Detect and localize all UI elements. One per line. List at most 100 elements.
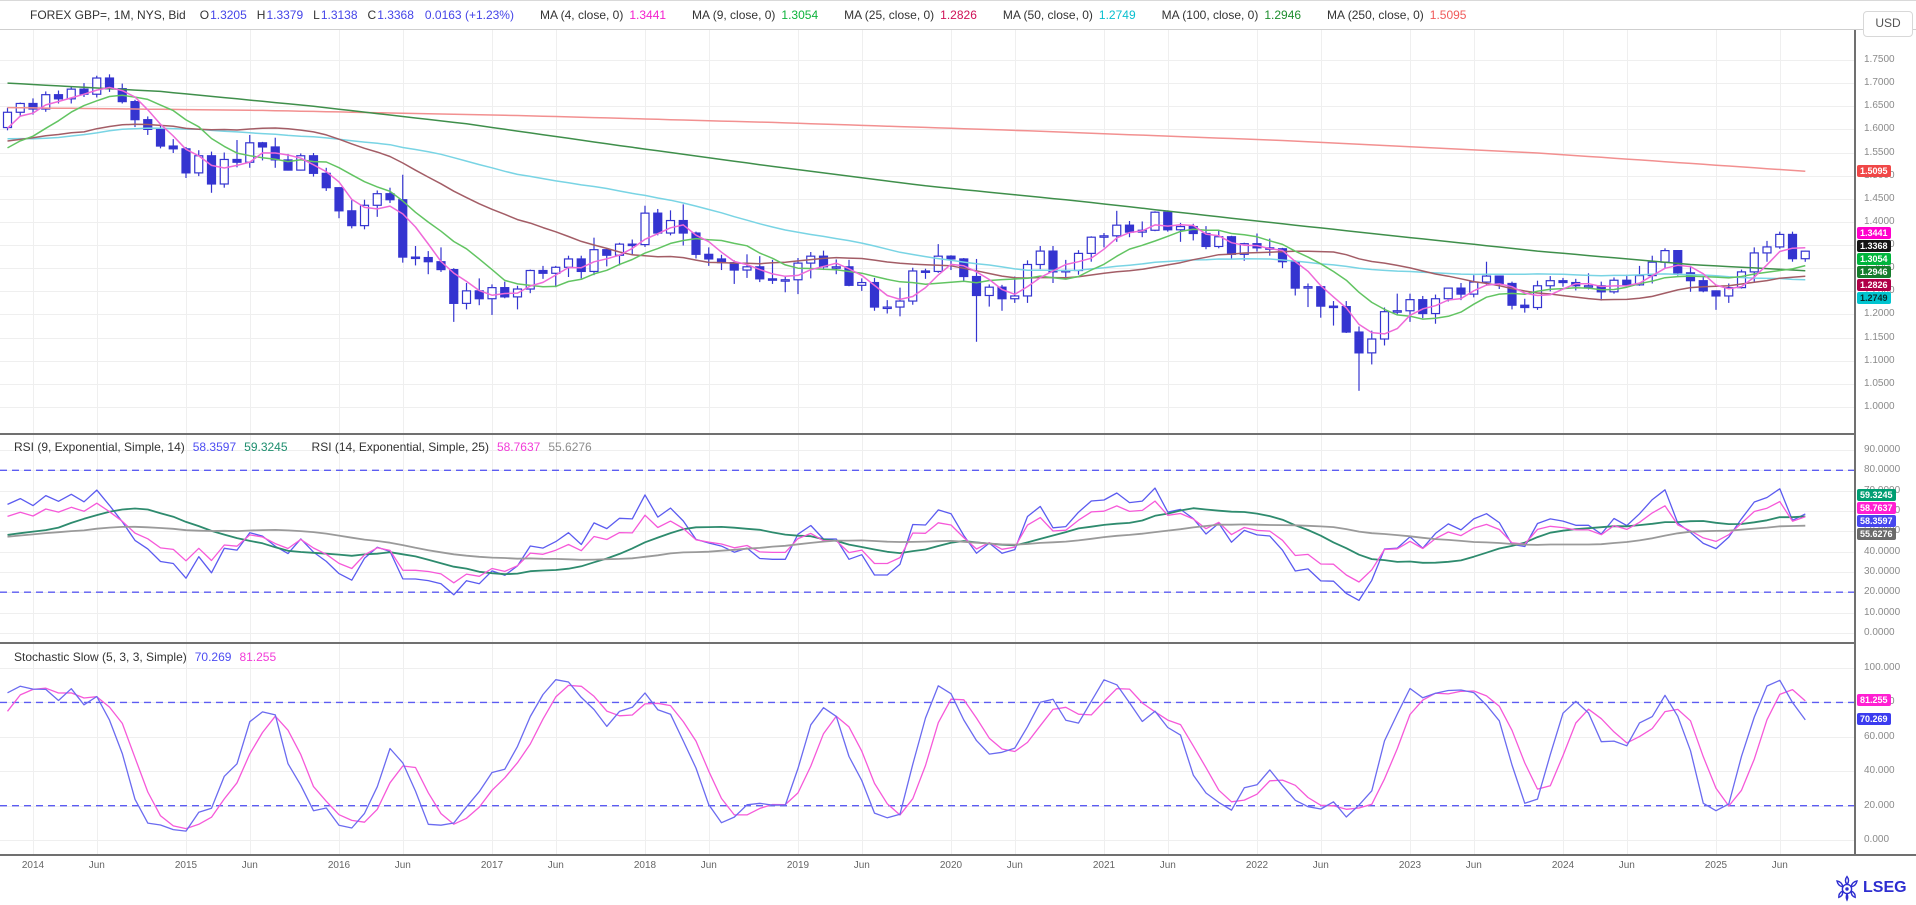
candle (1354, 331, 1364, 354)
candle (1736, 271, 1747, 289)
candle (1086, 236, 1096, 254)
time-axis-label: Jun (1771, 860, 1788, 871)
time-axis-label: 2020 (939, 860, 963, 871)
candle (678, 219, 688, 234)
rsi14-value: 58.7637 (496, 440, 541, 454)
y-axis-label: 40.0000 (1864, 545, 1901, 557)
candle (1316, 286, 1326, 307)
candle (1673, 250, 1683, 274)
time-axis[interactable]: 2014 Jun 2015 Jun 2016 Jun 2017 Jun 2018 Jun 2019 J… (0, 856, 1855, 878)
candle (1124, 224, 1135, 233)
stochastic-badge: 81.255 (1857, 694, 1891, 707)
ma-legend-item-3[interactable]: MA (50, close, 0) 1.2749 (1002, 8, 1136, 22)
candle (487, 287, 497, 300)
price-axis[interactable]: 1.75001.70001.65001.60001.55001.50001.45… (1855, 0, 1916, 855)
price-badge: 1.2946 (1857, 265, 1891, 278)
ma-legend-item-2[interactable]: MA (25, close, 0) 1.2826 (844, 8, 977, 22)
candle (1405, 299, 1415, 312)
time-axis-label: Jun (700, 860, 717, 871)
candle (1175, 225, 1186, 231)
candle (984, 286, 994, 297)
y-axis-label: 1.4500 (1864, 192, 1895, 204)
stochastic-label: Stochastic Slow (5, 3, 3, Simple) (14, 650, 187, 664)
ma-legend-item-0[interactable]: MA (4, close, 0) 1.3441 (539, 8, 667, 22)
candle (538, 269, 548, 274)
candle (1112, 224, 1122, 237)
ma-line-ma50 (7, 127, 1806, 281)
candle (997, 286, 1007, 300)
candle (1048, 250, 1058, 273)
candle (372, 193, 382, 206)
stochastic-d-value: 81.255 (239, 650, 277, 664)
candle (461, 290, 472, 304)
time-axis-label: 2024 (1551, 860, 1575, 871)
currency-button[interactable]: USD (1863, 11, 1913, 37)
candle (1099, 235, 1109, 238)
rsi14-signal-value: 55.6276 (548, 440, 592, 454)
candle (1698, 280, 1708, 292)
y-axis-label: 1.4000 (1864, 215, 1895, 227)
candle (1010, 295, 1020, 300)
ma-legend-list: MA (4, close, 0) 1.3441 MA (9, close, 0) 1.… (540, 8, 1493, 22)
ma-legend-item-1[interactable]: MA (9, close, 0) 1.3054 (692, 8, 819, 22)
candle (155, 128, 166, 147)
candle (334, 187, 344, 212)
stochastic-k-line (7, 679, 1806, 832)
candle (385, 193, 395, 201)
candle (908, 270, 918, 302)
candle (895, 300, 905, 308)
time-axis-label: Jun (853, 860, 870, 871)
candle (206, 155, 217, 185)
candle (1787, 233, 1798, 260)
ma-legend-item-5[interactable]: MA (250, close, 0) 1.5095 (1327, 8, 1467, 22)
candle (1762, 246, 1772, 254)
candle (1303, 286, 1313, 289)
quote-change: 0.0163 (+1.23%) (424, 8, 514, 22)
stochastic-legend[interactable]: Stochastic Slow (5, 3, 3, Simple) 70.269 8… (14, 650, 284, 664)
y-axis-label: 0.000 (1864, 834, 1890, 846)
candle (576, 258, 586, 273)
rsi9-signal-value: 59.3245 (244, 440, 288, 454)
rsi9-value: 58.3597 (192, 440, 237, 454)
candle (1150, 211, 1160, 231)
candle (257, 142, 268, 148)
candle (66, 88, 76, 100)
candle (423, 256, 433, 263)
chart-legend-bar: FOREX GBP=, 1M, NYS, Bid O1.3205 H1.3379 L… (0, 0, 1916, 30)
candle (1724, 287, 1734, 297)
y-axis-label: 60.000 (1864, 730, 1895, 742)
candle (831, 266, 841, 269)
rsi-badge: 58.7637 (1857, 502, 1896, 515)
quote-field-h: H1.3379 (256, 8, 304, 22)
candle (780, 279, 790, 282)
candle (933, 255, 943, 273)
candle (1290, 261, 1300, 289)
time-axis-label: Jun (241, 860, 258, 871)
candle (640, 212, 650, 246)
rsi-badge: 55.6276 (1857, 528, 1896, 541)
time-axis-label: Jun (394, 860, 411, 871)
y-axis-label: 30.0000 (1864, 565, 1901, 577)
lseg-crest-icon (1836, 875, 1858, 902)
time-axis-label: 2025 (1704, 860, 1728, 871)
candle (971, 275, 982, 297)
candle (1163, 211, 1173, 231)
y-axis-label: 90.0000 (1864, 444, 1901, 455)
candle (449, 268, 459, 304)
candle (1328, 305, 1339, 309)
candle (1214, 236, 1224, 248)
y-axis-label: 20.000 (1864, 799, 1895, 811)
candle (1520, 304, 1530, 309)
candle (181, 148, 191, 174)
candle (1775, 233, 1785, 248)
time-axis-label: Jun (88, 860, 105, 871)
candle (551, 266, 561, 274)
time-axis-label: 2017 (480, 860, 504, 871)
candle (767, 278, 778, 281)
symbol-legend[interactable]: FOREX GBP=, 1M, NYS, Bid (30, 8, 186, 22)
candle (1239, 243, 1249, 255)
rsi-legend[interactable]: RSI (9, Exponential, Simple, 14) 58.3597 5… (14, 440, 600, 454)
candle (704, 253, 714, 260)
ma-legend-item-4[interactable]: MA (100, close, 0) 1.2946 (1161, 8, 1302, 22)
